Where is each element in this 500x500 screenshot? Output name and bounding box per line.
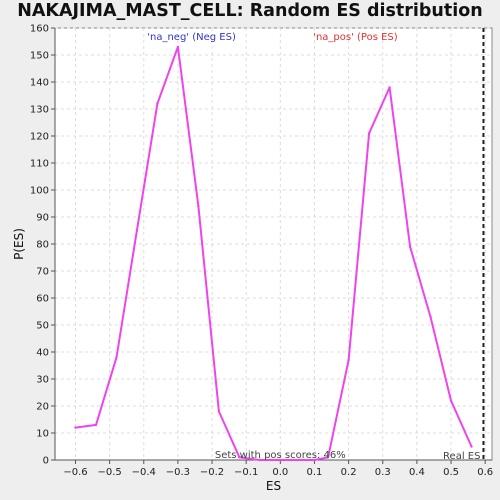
data-point xyxy=(326,456,330,459)
data-point xyxy=(367,132,371,135)
y-tick-label: 110 xyxy=(30,159,49,170)
x-tick-label: 0.6 xyxy=(477,467,493,478)
pos-scores-note: Sets with pos scores: 46% xyxy=(215,450,346,461)
series-layer xyxy=(74,45,473,462)
y-tick-label: 150 xyxy=(30,51,49,62)
data-point xyxy=(347,358,350,362)
x-tick-label: 0.3 xyxy=(375,467,391,478)
real-es-label: Real ES xyxy=(443,451,480,462)
x-tick-label: −0.4 xyxy=(132,467,156,478)
y-tick-label: 120 xyxy=(30,132,49,143)
x-tick-label: 0.4 xyxy=(409,467,425,478)
data-point xyxy=(279,458,282,462)
x-tick-label: −0.3 xyxy=(166,467,190,478)
data-point xyxy=(94,423,98,427)
chart-title: NAKAJIMA_MAST_CELL: Random ES distributi… xyxy=(17,1,483,21)
y-tick-label: 20 xyxy=(36,402,49,413)
x-tick-label: −0.6 xyxy=(63,467,87,478)
y-tick-label: 40 xyxy=(36,348,49,359)
y-tick-label: 160 xyxy=(30,24,49,35)
x-tick-label: −0.2 xyxy=(200,467,224,478)
y-axis-title: P(ES) xyxy=(12,228,26,260)
annotations: 'na_neg' (Neg ES) 'na_pos' (Pos ES) Sets w… xyxy=(147,28,485,462)
x-tick-label: −0.1 xyxy=(234,467,258,478)
y-tick-label: 80 xyxy=(36,240,49,251)
y-tick-label: 140 xyxy=(30,78,49,89)
axes: −0.6 −0.5 −0.4 −0.3 −0.2 −0.1 0.0 0.1 0.2 0.3 0.4 0… xyxy=(12,24,493,494)
data-point xyxy=(299,458,303,462)
data-point xyxy=(74,426,77,429)
data-point xyxy=(156,102,159,105)
data-point xyxy=(258,458,262,462)
data-point xyxy=(470,445,473,448)
data-point xyxy=(135,229,139,232)
x-tick-label: 0.2 xyxy=(341,467,357,478)
data-point xyxy=(238,456,241,459)
x-tick-label: −0.5 xyxy=(97,467,121,478)
grid-lines xyxy=(55,27,492,461)
x-tick-label: 0.1 xyxy=(307,467,323,478)
y-tick-label: 30 xyxy=(36,375,49,386)
data-point xyxy=(408,245,412,248)
x-tick-label: 0.5 xyxy=(443,467,459,478)
y-tick-label: 130 xyxy=(30,105,49,116)
data-point xyxy=(429,315,432,319)
data-point xyxy=(197,205,200,208)
y-tick-label: 0 xyxy=(43,456,49,467)
neg-es-label: 'na_neg' (Neg ES) xyxy=(147,32,236,43)
data-point xyxy=(449,399,453,402)
y-tick-label: 60 xyxy=(36,294,49,305)
y-tick-label: 70 xyxy=(36,267,49,278)
x-axis-title: ES xyxy=(266,479,281,493)
pos-es-label: 'na_pos' (Pos ES) xyxy=(313,32,398,43)
x-tick-label: 0.0 xyxy=(272,467,288,478)
y-tick-label: 50 xyxy=(36,321,49,332)
data-point xyxy=(115,356,118,359)
data-point xyxy=(217,410,221,413)
data-point xyxy=(176,45,180,49)
data-point xyxy=(313,458,316,462)
y-tick-label: 90 xyxy=(36,213,49,224)
y-tick-label: 10 xyxy=(36,429,49,440)
y-tick-label: 100 xyxy=(30,186,49,197)
data-point xyxy=(388,86,391,89)
